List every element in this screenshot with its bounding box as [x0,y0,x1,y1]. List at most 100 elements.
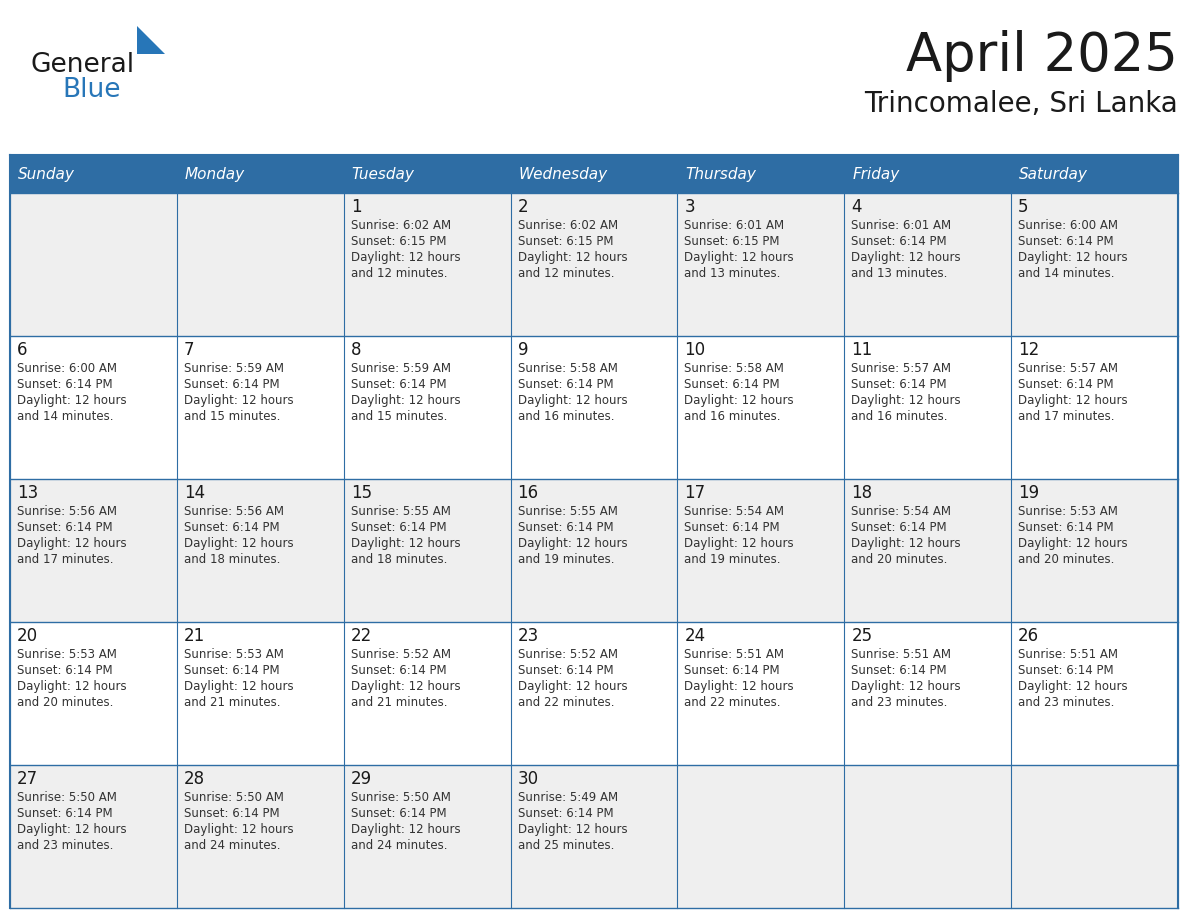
Text: and 23 minutes.: and 23 minutes. [1018,696,1114,709]
Text: Daylight: 12 hours: Daylight: 12 hours [350,251,460,264]
Text: and 15 minutes.: and 15 minutes. [350,410,447,423]
Text: Sunset: 6:14 PM: Sunset: 6:14 PM [518,521,613,534]
Text: and 22 minutes.: and 22 minutes. [518,696,614,709]
Text: 7: 7 [184,341,195,359]
Text: Daylight: 12 hours: Daylight: 12 hours [852,251,961,264]
Text: Sunrise: 5:54 AM: Sunrise: 5:54 AM [852,505,952,518]
Text: 18: 18 [852,484,872,502]
Text: and 21 minutes.: and 21 minutes. [350,696,447,709]
Text: and 24 minutes.: and 24 minutes. [184,839,280,852]
Text: and 22 minutes.: and 22 minutes. [684,696,781,709]
Text: 6: 6 [17,341,27,359]
Text: Daylight: 12 hours: Daylight: 12 hours [684,537,794,550]
Text: 21: 21 [184,627,206,645]
Text: Daylight: 12 hours: Daylight: 12 hours [852,394,961,407]
Text: Thursday: Thursday [685,166,757,182]
Text: Daylight: 12 hours: Daylight: 12 hours [350,537,460,550]
Text: Sunrise: 5:59 AM: Sunrise: 5:59 AM [184,362,284,375]
Bar [511,155,677,193]
Text: Sunset: 6:14 PM: Sunset: 6:14 PM [852,521,947,534]
Text: Daylight: 12 hours: Daylight: 12 hours [184,394,293,407]
Text: Sunrise: 6:02 AM: Sunrise: 6:02 AM [518,219,618,232]
Text: Sunset: 6:14 PM: Sunset: 6:14 PM [852,378,947,391]
Text: Sunrise: 5:50 AM: Sunrise: 5:50 AM [350,791,450,804]
Text: Wednesday: Wednesday [519,166,608,182]
Text: Sunset: 6:14 PM: Sunset: 6:14 PM [518,664,613,677]
Bar [177,155,343,193]
Text: Sunrise: 5:52 AM: Sunrise: 5:52 AM [350,648,450,661]
Text: Sunrise: 5:58 AM: Sunrise: 5:58 AM [684,362,784,375]
Text: and 24 minutes.: and 24 minutes. [350,839,447,852]
Text: 15: 15 [350,484,372,502]
Text: Sunset: 6:14 PM: Sunset: 6:14 PM [1018,664,1114,677]
Text: and 12 minutes.: and 12 minutes. [350,267,447,280]
Text: Daylight: 12 hours: Daylight: 12 hours [518,251,627,264]
Text: Sunday: Sunday [18,166,75,182]
Text: Sunset: 6:14 PM: Sunset: 6:14 PM [350,378,447,391]
Text: and 16 minutes.: and 16 minutes. [852,410,948,423]
Text: Daylight: 12 hours: Daylight: 12 hours [684,680,794,693]
Text: 5: 5 [1018,198,1029,216]
Text: and 18 minutes.: and 18 minutes. [350,553,447,566]
Text: and 13 minutes.: and 13 minutes. [684,267,781,280]
Text: Sunrise: 5:59 AM: Sunrise: 5:59 AM [350,362,450,375]
Text: Sunset: 6:14 PM: Sunset: 6:14 PM [184,521,279,534]
Text: Sunrise: 5:50 AM: Sunrise: 5:50 AM [17,791,116,804]
Text: Daylight: 12 hours: Daylight: 12 hours [1018,251,1127,264]
Text: Daylight: 12 hours: Daylight: 12 hours [1018,537,1127,550]
Text: and 15 minutes.: and 15 minutes. [184,410,280,423]
Text: 3: 3 [684,198,695,216]
Text: and 25 minutes.: and 25 minutes. [518,839,614,852]
Text: Sunset: 6:14 PM: Sunset: 6:14 PM [184,807,279,820]
Bar [10,336,1178,479]
Text: and 23 minutes.: and 23 minutes. [852,696,948,709]
Text: Daylight: 12 hours: Daylight: 12 hours [684,394,794,407]
Text: Sunrise: 5:51 AM: Sunrise: 5:51 AM [852,648,952,661]
Text: Sunrise: 6:02 AM: Sunrise: 6:02 AM [350,219,450,232]
Text: Sunset: 6:15 PM: Sunset: 6:15 PM [518,235,613,248]
Text: Sunset: 6:14 PM: Sunset: 6:14 PM [17,807,113,820]
Text: Sunset: 6:15 PM: Sunset: 6:15 PM [350,235,447,248]
Text: 17: 17 [684,484,706,502]
Text: Sunset: 6:14 PM: Sunset: 6:14 PM [852,664,947,677]
Text: and 17 minutes.: and 17 minutes. [1018,410,1114,423]
Text: Daylight: 12 hours: Daylight: 12 hours [684,251,794,264]
Text: Sunset: 6:14 PM: Sunset: 6:14 PM [684,378,781,391]
Text: Sunset: 6:14 PM: Sunset: 6:14 PM [1018,521,1114,534]
Text: 29: 29 [350,770,372,788]
Text: Sunrise: 5:58 AM: Sunrise: 5:58 AM [518,362,618,375]
Text: Sunrise: 6:01 AM: Sunrise: 6:01 AM [684,219,784,232]
Text: 24: 24 [684,627,706,645]
Text: and 16 minutes.: and 16 minutes. [518,410,614,423]
Text: Daylight: 12 hours: Daylight: 12 hours [17,394,127,407]
Text: Daylight: 12 hours: Daylight: 12 hours [852,680,961,693]
Text: and 19 minutes.: and 19 minutes. [684,553,781,566]
Text: and 19 minutes.: and 19 minutes. [518,553,614,566]
Text: 9: 9 [518,341,529,359]
Text: Sunset: 6:14 PM: Sunset: 6:14 PM [1018,378,1114,391]
Text: Sunset: 6:14 PM: Sunset: 6:14 PM [17,521,113,534]
Text: Saturday: Saturday [1019,166,1088,182]
Text: and 13 minutes.: and 13 minutes. [852,267,948,280]
Text: Sunrise: 5:51 AM: Sunrise: 5:51 AM [1018,648,1118,661]
Text: Sunset: 6:14 PM: Sunset: 6:14 PM [518,807,613,820]
Text: Sunset: 6:14 PM: Sunset: 6:14 PM [350,664,447,677]
Text: Daylight: 12 hours: Daylight: 12 hours [184,537,293,550]
Bar [10,155,177,193]
Text: Sunrise: 5:56 AM: Sunrise: 5:56 AM [17,505,116,518]
Text: Tuesday: Tuesday [352,166,415,182]
Text: Sunset: 6:14 PM: Sunset: 6:14 PM [350,807,447,820]
Text: Daylight: 12 hours: Daylight: 12 hours [184,680,293,693]
Text: 11: 11 [852,341,872,359]
Text: General: General [30,52,134,78]
Bar [845,155,1011,193]
Text: Sunset: 6:14 PM: Sunset: 6:14 PM [350,521,447,534]
Bar [343,155,511,193]
Text: Sunrise: 6:00 AM: Sunrise: 6:00 AM [1018,219,1118,232]
Text: 27: 27 [17,770,38,788]
Polygon shape [137,26,165,54]
Text: Blue: Blue [62,77,120,103]
Text: and 18 minutes.: and 18 minutes. [184,553,280,566]
Text: Sunrise: 5:53 AM: Sunrise: 5:53 AM [184,648,284,661]
Text: 8: 8 [350,341,361,359]
